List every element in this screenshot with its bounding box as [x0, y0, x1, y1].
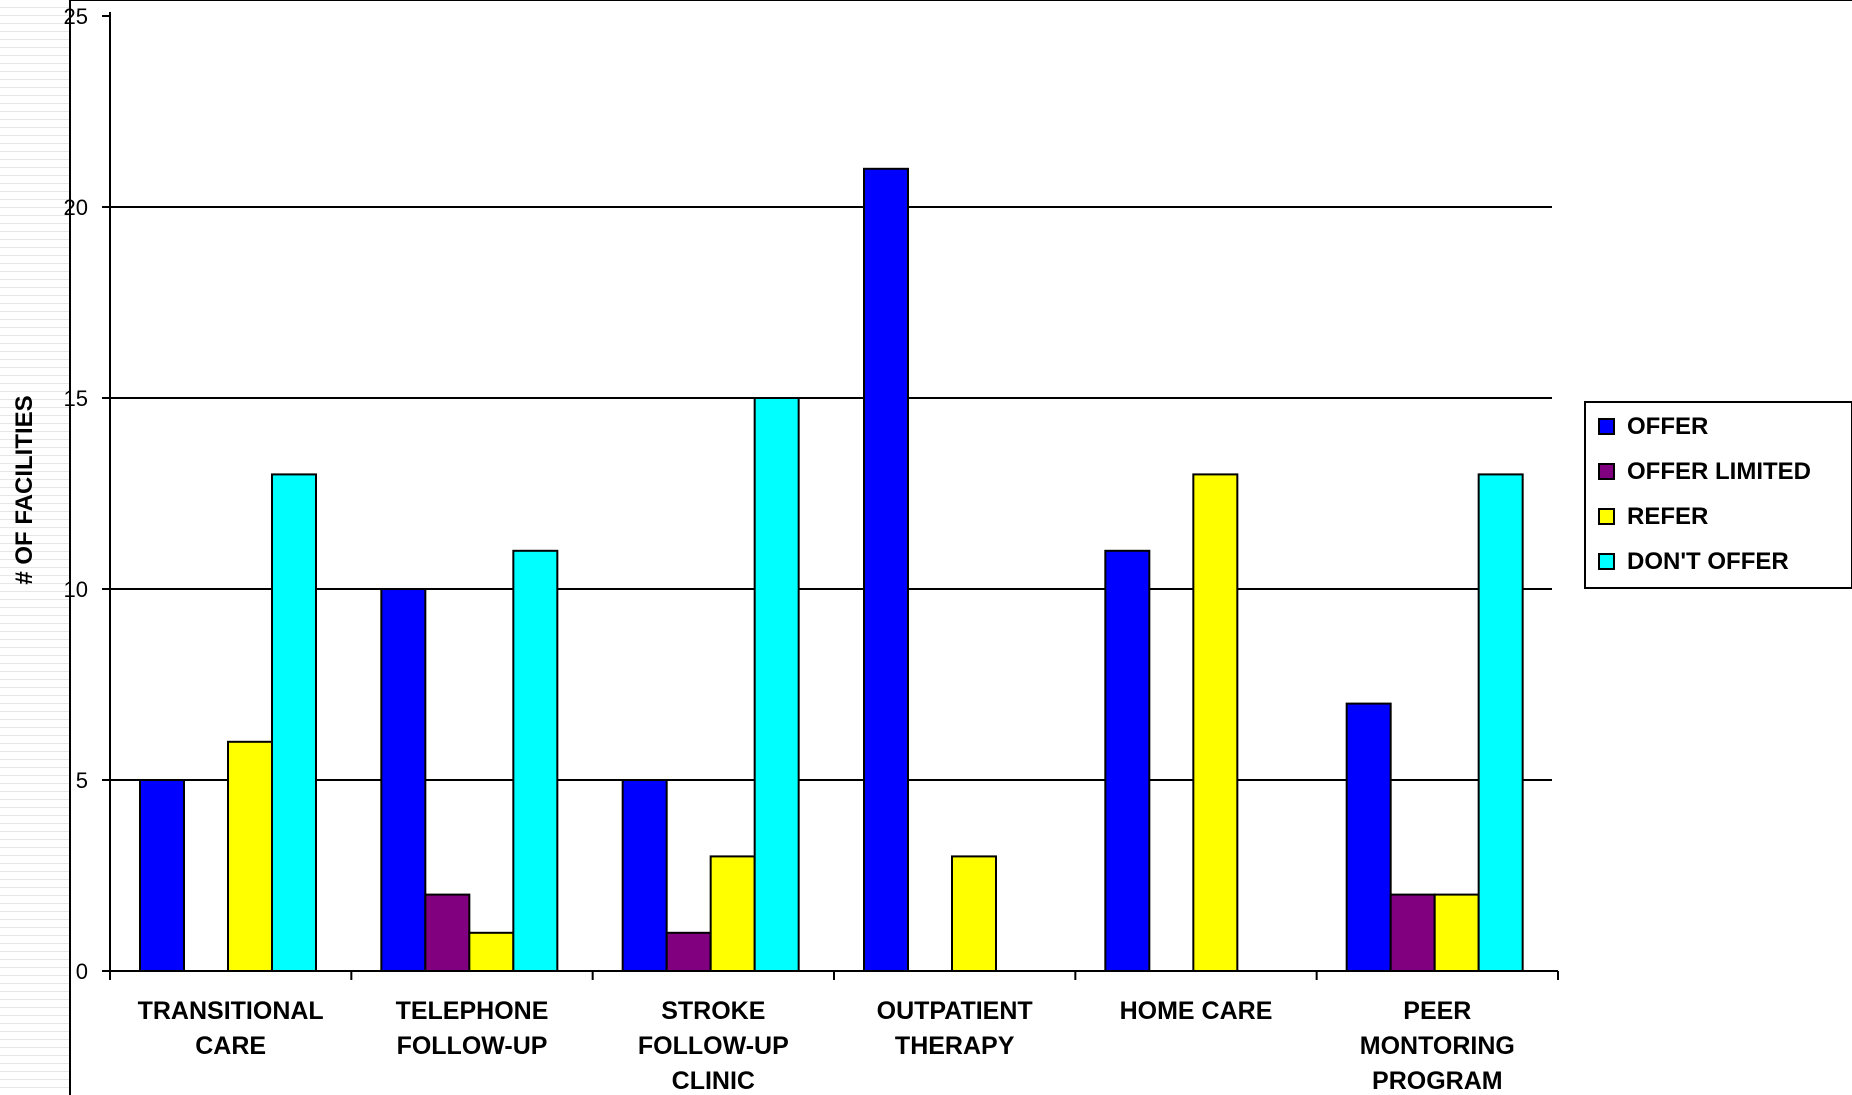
legend-label: REFER [1627, 503, 1708, 530]
y-tick-labels: 0 5 10 15 20 25 [64, 4, 88, 984]
legend-label: OFFER LIMITED [1627, 458, 1811, 485]
bar [951, 855, 997, 973]
x-tick-label: FOLLOW-UP [638, 1032, 789, 1060]
legend-label: DON'T OFFER [1627, 548, 1789, 575]
legend-swatch [1598, 508, 1615, 525]
y-tick-label: 25 [64, 4, 88, 29]
bar [665, 931, 712, 972]
x-tick-label: TELEPHONE [396, 997, 549, 1025]
x-tick-label: FOLLOW-UP [397, 1032, 548, 1060]
bar [1433, 893, 1480, 972]
x-tick-label: OUTPATIENT [877, 997, 1033, 1025]
bar [139, 779, 185, 972]
bar [1389, 893, 1436, 972]
bar [863, 167, 909, 973]
bar [1345, 702, 1392, 972]
y-tick-label: 15 [64, 386, 88, 411]
bar [1104, 549, 1151, 972]
y-axis-label: # OF FACILITIES [11, 395, 38, 584]
bar [1192, 473, 1239, 972]
legend-box [1584, 401, 1852, 589]
bar [271, 473, 317, 972]
x-tick-label: CLINIC [672, 1067, 755, 1095]
x-tick-label: PEER [1403, 997, 1471, 1025]
slide-stripe-decoration [0, 0, 70, 1095]
x-tick-label: THERAPY [895, 1032, 1015, 1060]
legend-swatch [1598, 418, 1615, 435]
bar [468, 931, 515, 972]
axes [102, 12, 1559, 980]
bar [621, 779, 668, 972]
gridlines [110, 206, 1552, 781]
bar [227, 740, 273, 972]
x-tick-label: HOME CARE [1120, 997, 1273, 1025]
x-tick-label: CARE [195, 1032, 266, 1060]
bar [512, 549, 559, 972]
bars [139, 167, 1524, 973]
bar [709, 855, 756, 973]
bar [753, 397, 800, 972]
legend-label: OFFER [1627, 413, 1708, 440]
x-tick-label: MONTORING [1360, 1032, 1515, 1060]
x-tick-label: PROGRAM [1372, 1067, 1503, 1095]
y-tick-label: 5 [76, 768, 88, 793]
legend-swatch [1598, 553, 1615, 570]
y-tick-label: 10 [64, 577, 88, 602]
y-tick-label: 20 [64, 195, 88, 220]
bar [1477, 473, 1524, 972]
x-tick-label: TRANSITIONAL [138, 997, 324, 1025]
x-tick-label: STROKE [661, 997, 765, 1025]
x-tick-labels: TRANSITIONAL CARE TELEPHONE FOLLOW-UP STROKE… [138, 997, 1515, 1095]
bar [380, 588, 427, 972]
legend-swatch [1598, 463, 1615, 480]
legend: OFFER OFFER LIMITED REFER DON'T OFFER [1584, 401, 1852, 589]
y-tick-label: 0 [76, 959, 88, 984]
bar [424, 893, 471, 972]
